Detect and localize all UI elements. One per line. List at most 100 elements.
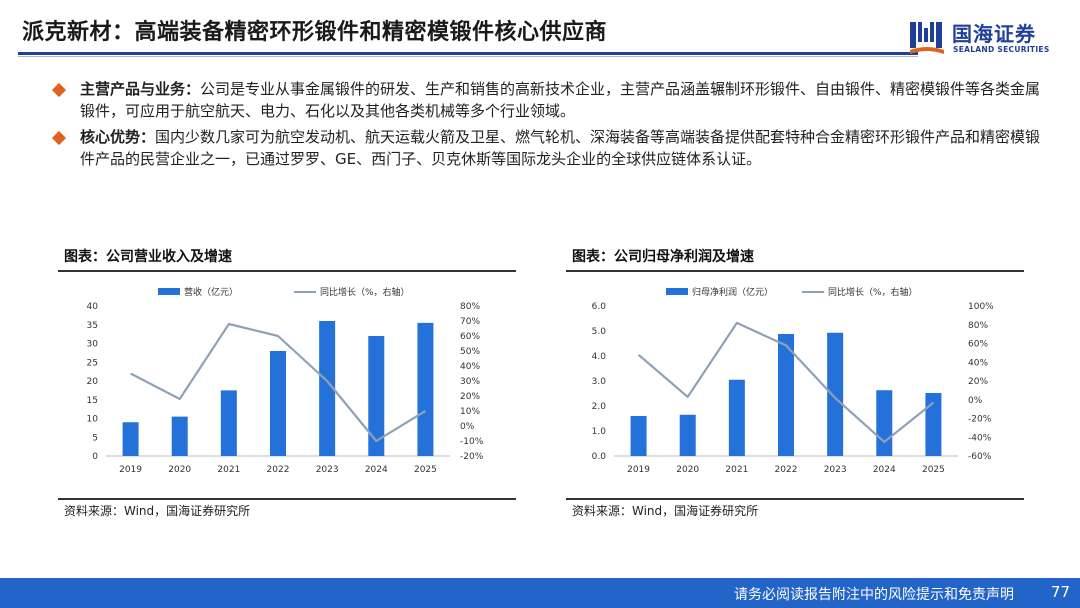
net-profit-chart: 归母净利润（亿元） 同比增长（%，右轴） 0.0 1.0 2.0 3.0 4.0 5.0 6.0… [592,286,995,475]
company-logo: 国海证券 SEALAND SECURITIES [908,18,1068,60]
legend-line-label: 同比增长（%，右轴） [320,286,410,298]
y2-tick-label: 40% [968,358,988,368]
y2-tick-label: 80% [460,302,480,312]
y-tick-label: 3.0 [592,377,607,387]
bar [728,379,745,456]
bar [122,422,139,456]
bar [171,416,188,456]
bullet-main-business: 主营产品与业务：公司是专业从事金属锻件的研发、生产和销售的高新技术企业，主营产品… [51,78,1044,122]
y2-tick-label: 60% [460,332,480,342]
chart-top-rule [566,270,1024,272]
x-tick-label: 2025 [922,465,945,475]
x-tick-label: 2024 [873,465,896,475]
x-tick-label: 2024 [365,465,388,475]
diamond-bullet-icon [51,82,67,98]
y2-tick-label: 60% [968,340,988,350]
bullet-label: 核心优势： [80,128,156,146]
chart-title: 图表：公司营业收入及增速 [64,249,232,265]
y-tick-label: 2.0 [592,402,607,412]
net-profit-chart-panel: 图表：公司归母净利润及增速 归母净利润（亿元） 同比增长（%，右轴） 0.0 1.0 2… [566,244,1026,524]
y2-tick-label: 0% [460,422,475,432]
y2-tick-label: 0% [968,396,983,406]
bar [630,416,647,456]
x-tick-label: 2019 [627,465,650,475]
x-tick-label: 2021 [725,465,748,475]
y-tick-label: 35 [87,321,98,331]
y2-tick-label: 10% [460,407,480,417]
y-tick-label: 25 [87,358,98,368]
revenue-chart: 营收（亿元） 同比增长（%，右轴）0510152025303540-20%-10%… [87,286,484,475]
diamond-bullet-icon [51,130,67,146]
x-tick-label: 2020 [676,465,699,475]
bullet-text: 国内少数几家可为航空发动机、航天运载火箭及卫星、燃气轮机、深海装备等高端装备提供… [80,128,1041,168]
legend-bar-swatch [666,288,688,295]
y2-tick-label: 20% [460,392,480,402]
y2-tick-label: 80% [968,321,988,331]
bullet-label: 主营产品与业务： [80,80,201,98]
page-number: 77 [1050,583,1070,601]
y2-tick-label: 20% [968,377,988,387]
bar [925,393,942,456]
title-divider [18,52,918,57]
bullet-core-advantage: 核心优势：国内少数几家可为航空发动机、航天运载火箭及卫星、燃气轮机、深海装备等高… [51,126,1044,170]
y-tick-label: 40 [87,302,99,312]
y2-tick-label: -40% [968,433,992,443]
x-tick-label: 2023 [824,465,847,475]
footer-bar: 请务必阅读报告附注中的风险提示和免责声明 77 [0,578,1080,608]
chart-source: 资料来源：Wind，国海证券研究所 [572,504,759,518]
bar [417,322,434,456]
y-tick-label: 1.0 [592,427,607,437]
bar [368,336,385,456]
y-tick-label: 4.0 [592,352,607,362]
x-tick-label: 2022 [267,465,290,475]
bullet-text: 公司是专业从事金属锻件的研发、生产和销售的高新技术企业，主营产品涵盖辗制环形锻件… [80,80,1041,120]
legend-bar-label: 营收（亿元） [184,286,238,298]
y-tick-label: 5 [92,433,98,443]
y2-tick-label: -20% [460,452,484,462]
y-tick-label: 10 [87,415,99,425]
logo-chinese-name: 国海证券 [952,22,1036,46]
y-tick-label: 6.0 [592,302,607,312]
y2-tick-label: -20% [968,415,992,425]
y-tick-label: 15 [87,396,98,406]
x-tick-label: 2019 [119,465,142,475]
y-tick-label: 0 [92,452,98,462]
y-tick-label: 5.0 [592,327,607,337]
x-tick-label: 2023 [316,465,339,475]
chart-title: 图表：公司归母净利润及增速 [572,249,754,265]
y-tick-label: 30 [87,340,99,350]
x-tick-label: 2020 [168,465,191,475]
revenue-chart-panel: 图表：公司营业收入及增速 营收（亿元） 同比增长（%，右轴） 0 5 10 15 20 25 3… [58,244,518,524]
y-tick-label: 0.0 [592,452,607,462]
bar [220,390,237,456]
chart-bottom-rule [566,498,1024,500]
y2-tick-label: 40% [460,362,480,372]
bar [679,414,696,456]
y2-tick-label: 30% [460,377,480,387]
sealand-logo-icon [910,22,944,54]
legend-bar-swatch [158,288,180,295]
x-tick-label: 2025 [414,465,437,475]
y2-tick-label: 70% [460,317,480,327]
legend-line-label: 同比增长（%，右轴） [828,286,918,298]
bar [827,332,844,456]
bar [270,351,286,456]
chart-bottom-rule [58,498,516,500]
y2-tick-label: 50% [460,347,480,357]
bar [778,334,794,456]
y-tick-label: 20 [87,377,99,387]
y2-tick-label: -60% [968,452,992,462]
chart-source: 资料来源：Wind，国海证券研究所 [64,504,251,518]
disclaimer-text: 请务必阅读报告附注中的风险提示和免责声明 [734,587,1014,603]
logo-english-name: SEALAND SECURITIES [953,45,1050,54]
page-title: 派克新材：高端装备精密环形锻件和精密模锻件核心供应商 [22,20,608,45]
x-tick-label: 2021 [217,465,240,475]
y2-tick-label: -10% [460,437,484,447]
bar [876,390,893,456]
legend-bar-label: 归母净利润（亿元） [692,286,773,298]
x-tick-label: 2022 [775,465,798,475]
bar [319,321,336,456]
chart-top-rule [58,270,516,272]
y2-tick-label: 100% [968,302,994,312]
bullet-list: 主营产品与业务：公司是专业从事金属锻件的研发、生产和销售的高新技术企业，主营产品… [51,78,1044,174]
